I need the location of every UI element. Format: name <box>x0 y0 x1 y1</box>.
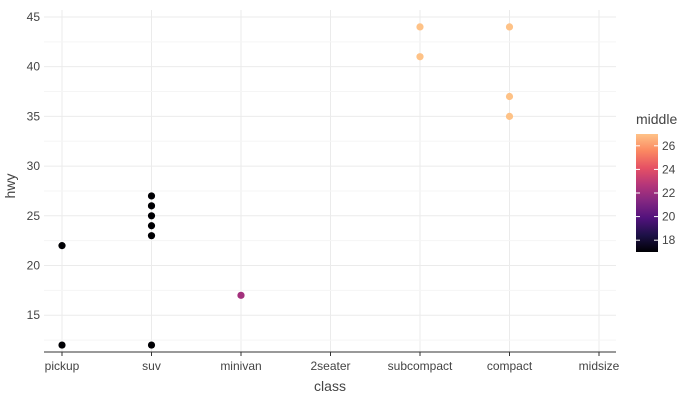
data-point <box>58 242 66 250</box>
y-tick-label: 25 <box>27 209 41 223</box>
legend-title: middle <box>636 111 677 127</box>
x-tick-label: subcompact <box>388 359 453 373</box>
data-point <box>147 192 156 200</box>
legend-tick-label: 22 <box>662 186 676 200</box>
data-points <box>58 23 514 349</box>
data-point <box>147 232 156 240</box>
x-tick-label: pickup <box>45 359 80 373</box>
legend-tick-label: 20 <box>662 210 676 224</box>
data-point <box>505 112 514 120</box>
color-legend: middle 18 20 22 24 26 <box>636 111 677 252</box>
data-point <box>147 222 156 230</box>
y-tick-label: 45 <box>27 10 41 24</box>
x-tick-label: midsize <box>579 359 620 373</box>
data-point <box>147 341 156 349</box>
y-axis-title: hwy <box>2 174 18 199</box>
legend-colorbar <box>636 134 658 252</box>
legend-tick-label: 24 <box>662 162 676 176</box>
data-point <box>147 202 156 210</box>
data-point <box>147 212 156 220</box>
y-tick-label: 35 <box>27 109 41 123</box>
x-tick-label: minivan <box>220 359 261 373</box>
data-point <box>416 53 424 61</box>
y-tick-label: 15 <box>27 308 41 322</box>
grid-lines <box>44 10 616 352</box>
data-point <box>505 92 514 101</box>
data-point <box>416 23 424 31</box>
y-axis-ticks: 15 20 25 30 35 40 45 <box>27 10 41 322</box>
x-tick-label: 2seater <box>310 359 350 373</box>
x-tick-label: compact <box>487 359 533 373</box>
data-point <box>58 341 66 349</box>
x-axis-ticks: pickup suv minivan 2seater subcompact compact… <box>45 352 620 373</box>
legend-tick-label: 18 <box>662 233 676 247</box>
y-tick-label: 20 <box>27 259 41 273</box>
y-tick-label: 40 <box>27 60 41 74</box>
legend-tick-label: 26 <box>662 139 676 153</box>
data-point <box>505 23 514 31</box>
y-tick-label: 30 <box>27 159 41 173</box>
x-axis-title: class <box>314 378 346 394</box>
legend-ticks: 18 20 22 24 26 <box>636 139 676 247</box>
data-point <box>237 291 245 299</box>
x-tick-label: suv <box>142 359 161 373</box>
